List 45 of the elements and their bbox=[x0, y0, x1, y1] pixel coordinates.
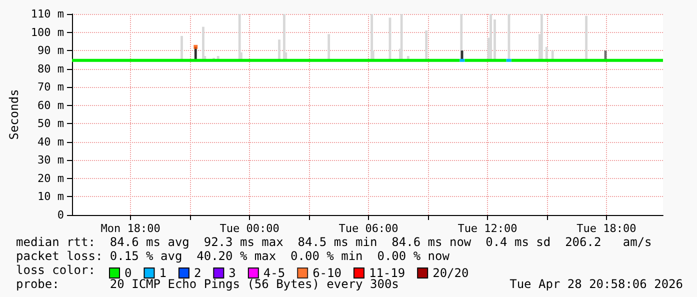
y-tick-label: 100 m bbox=[30, 26, 64, 39]
text: median rtt: 84.6 ms avg 92.3 ms max 84.5 ms min 84.6 ms now 0.4 ms sd 206.2 am/s bbox=[16, 235, 652, 249]
bar bbox=[180, 36, 183, 60]
bar bbox=[370, 14, 374, 60]
y-tick-label: 80 m bbox=[38, 62, 64, 76]
legend-label: 2 bbox=[194, 266, 202, 280]
bar bbox=[545, 46, 548, 60]
bar bbox=[585, 16, 588, 60]
bar bbox=[238, 14, 241, 60]
x-tick-label: Tue 12:00 bbox=[458, 222, 518, 235]
legend-label: 0 bbox=[124, 266, 132, 280]
bar bbox=[551, 50, 554, 60]
bar bbox=[425, 30, 428, 60]
legend-title: loss color: bbox=[16, 263, 96, 277]
x-tick-label: Tue 18:00 bbox=[576, 222, 636, 235]
y-tick-label: 30 m bbox=[38, 154, 64, 167]
y-tick-label: 90 m bbox=[38, 44, 64, 58]
bar bbox=[283, 14, 286, 60]
bar bbox=[278, 40, 280, 60]
x-tick-label: Mon 18:00 bbox=[100, 222, 160, 235]
bar bbox=[202, 26, 204, 60]
y-axis-title: Seconds bbox=[7, 89, 21, 140]
y-tick-label: 70 m bbox=[38, 80, 64, 94]
bar bbox=[400, 14, 403, 60]
bar bbox=[490, 14, 492, 60]
legend-label: 4-5 bbox=[263, 266, 286, 280]
legend-label: 6-10 bbox=[312, 266, 342, 280]
y-tick-label: 0 bbox=[57, 208, 64, 222]
legend-label: 3 bbox=[228, 266, 236, 280]
y-tick-label: 40 m bbox=[38, 135, 64, 148]
text: Tue Apr 28 20:58:06 2026 bbox=[510, 277, 683, 291]
bar bbox=[540, 14, 543, 60]
bar bbox=[328, 34, 330, 60]
x-tick-label: Tue 00:00 bbox=[220, 222, 280, 235]
y-tick-label: 110 m bbox=[30, 8, 64, 20]
text: probe: 20 ICMP Echo Pings (56 Bytes) every 300s bbox=[16, 277, 399, 291]
text: packet loss: 0.15 % avg 40.20 % max 0.00 % min 0.00 % now bbox=[16, 249, 450, 263]
legend-label: 20/20 bbox=[432, 266, 469, 280]
legend-label: 1 bbox=[159, 266, 166, 280]
y-tick-label: 20 m bbox=[38, 172, 64, 185]
y-tick-label: 60 m bbox=[38, 98, 64, 112]
y-tick-label: 10 m bbox=[38, 190, 64, 204]
y-tick-label: 50 m bbox=[38, 117, 64, 130]
legend-label: 11-19 bbox=[368, 266, 406, 280]
x-tick-label: Tue 06:00 bbox=[338, 222, 398, 235]
